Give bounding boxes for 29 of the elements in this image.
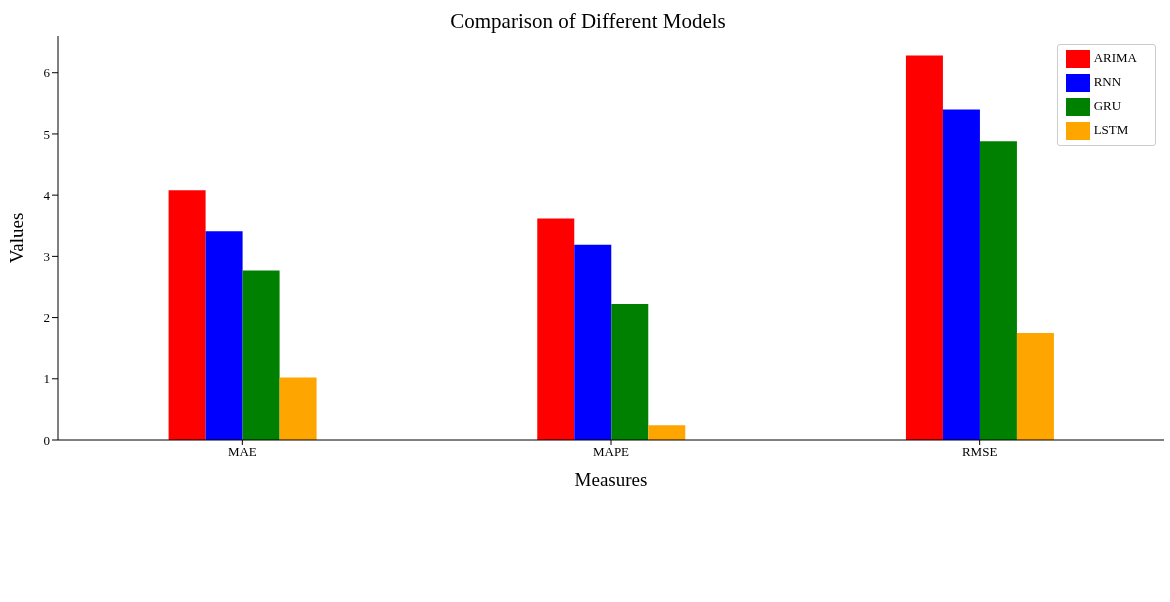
y-tick-label: 0 (43, 432, 50, 448)
chart-title: Comparison of Different Models (449, 8, 727, 34)
y-tick-label: 2 (43, 310, 50, 326)
bar (205, 231, 243, 440)
x-tick-label: MAE (227, 444, 257, 460)
bar (648, 425, 686, 440)
legend-label: GRU (1093, 97, 1122, 113)
bar (242, 270, 280, 440)
x-axis-title: Measures (574, 469, 648, 490)
bar (279, 377, 317, 440)
bar (905, 55, 943, 440)
bar (1016, 332, 1054, 440)
legend-label: RNN (1093, 73, 1122, 89)
bar (611, 304, 649, 440)
x-tick-label: RMSE (961, 444, 998, 460)
legend-label: LSTM (1093, 121, 1129, 137)
y-tick-label: 5 (43, 126, 50, 142)
y-tick-label: 1 (43, 371, 50, 387)
bar (537, 218, 575, 440)
bar (168, 190, 206, 440)
y-tick-label: 6 (43, 65, 51, 81)
bar (942, 109, 980, 440)
legend-label: ARIMA (1093, 49, 1137, 65)
bar (574, 244, 612, 440)
y-tick-label: 3 (43, 248, 50, 264)
y-axis-title: Values (5, 212, 27, 264)
y-tick-label: 4 (43, 187, 51, 203)
bar (979, 141, 1017, 440)
x-tick-label: MAPE (592, 444, 630, 460)
